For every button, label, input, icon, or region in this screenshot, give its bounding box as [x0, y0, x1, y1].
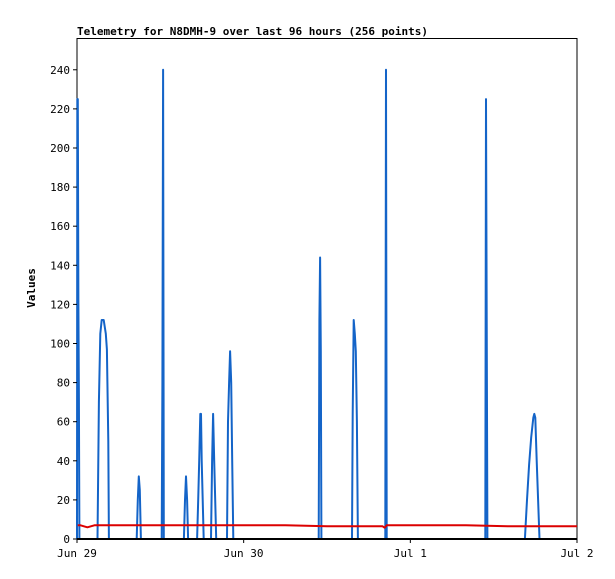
x-tick-label: Jun 29 — [57, 547, 97, 560]
y-tick-label: 240 — [50, 64, 70, 77]
y-tick-label: 0 — [63, 533, 70, 546]
y-tick-label: 40 — [57, 455, 70, 468]
series-line-0 — [76, 68, 577, 540]
series-layer — [76, 68, 577, 540]
y-tick-label: 80 — [57, 377, 70, 390]
y-tick-label: 120 — [50, 298, 70, 311]
chart-title: Telemetry for N8DMH-9 over last 96 hours… — [77, 25, 428, 38]
x-tick-label: Jun 30 — [224, 547, 264, 560]
y-tick-label: 180 — [50, 181, 70, 194]
y-axis-ticks: 0 20 40 60 80 100 120 140 160 180 200 220 240 — [50, 64, 77, 546]
x-axis-ticks: Jun 29 Jun 30 Jul 1 Jul 2 — [57, 539, 594, 560]
y-tick-label: 220 — [50, 103, 70, 116]
series-line-1 — [77, 524, 577, 529]
plot-frame — [76, 38, 578, 539]
y-tick-label: 60 — [57, 416, 70, 429]
y-tick-label: 20 — [57, 494, 70, 507]
y-tick-label: 100 — [50, 337, 70, 350]
y-tick-label: 140 — [50, 259, 70, 272]
y-tick-label: 160 — [50, 220, 70, 233]
x-tick-label: Jul 2 — [560, 547, 593, 560]
y-tick-label: 200 — [50, 142, 70, 155]
x-tick-label: Jul 1 — [394, 547, 427, 560]
y-axis-label: Values — [25, 268, 38, 308]
